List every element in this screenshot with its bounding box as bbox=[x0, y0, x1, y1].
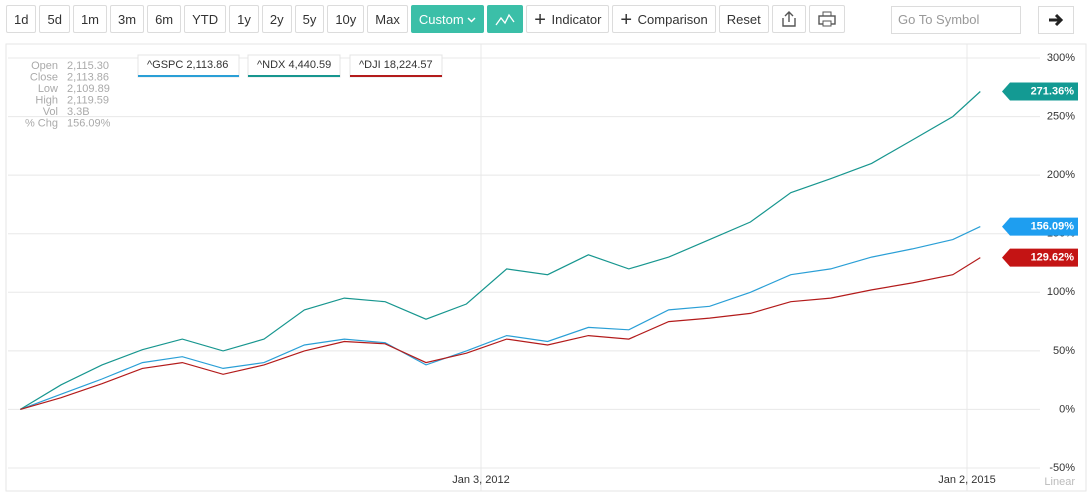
legend-name: ^NDX bbox=[257, 59, 286, 71]
y-tick-label: 250% bbox=[1047, 110, 1075, 122]
info-label: Open bbox=[31, 60, 58, 72]
y-tick-label: 100% bbox=[1047, 286, 1075, 298]
legend-value: 18,224.57 bbox=[384, 59, 433, 71]
chart: -50%0%50%100%150%200%250%300%Jan 3, 2012… bbox=[5, 43, 1087, 492]
tag-shape bbox=[1002, 217, 1078, 236]
range-button-label: YTD bbox=[192, 12, 219, 27]
toolbar: 1d 5d 1m 3m 6m YTD 1y 2y 5y 10y Max Custom + Indica… bbox=[6, 5, 845, 33]
info-label: Low bbox=[38, 83, 58, 95]
y-tick-label: 50% bbox=[1053, 345, 1075, 357]
range-button[interactable]: 1y bbox=[229, 5, 259, 33]
indicator-button[interactable]: + Indicator bbox=[526, 5, 610, 33]
legend-label: ^DJI 18,224.57 bbox=[359, 59, 433, 71]
range-button[interactable]: 1m bbox=[72, 5, 107, 33]
range-button-label: 6m bbox=[155, 12, 174, 27]
range-button[interactable]: YTD bbox=[184, 5, 227, 33]
legend-value: 2,113.86 bbox=[186, 59, 228, 71]
comparison-button[interactable]: + Comparison bbox=[612, 5, 716, 33]
info-label: Close bbox=[30, 71, 58, 83]
range-button[interactable]: 10y bbox=[327, 5, 365, 33]
indicator-button-label: Indicator bbox=[551, 12, 602, 27]
range-button[interactable]: 5d bbox=[39, 5, 70, 33]
range-button-label: 5d bbox=[47, 12, 62, 27]
range-button[interactable]: Max bbox=[367, 5, 408, 33]
series-line bbox=[19, 91, 981, 410]
info-value: 2,119.59 bbox=[67, 94, 109, 106]
y-tick-label: -50% bbox=[1049, 462, 1075, 474]
go-icon bbox=[1049, 13, 1064, 27]
info-value: 3.3B bbox=[67, 106, 90, 118]
share-button[interactable] bbox=[771, 5, 806, 33]
info-value: 2,113.86 bbox=[67, 71, 109, 83]
legend-item: ^NDX 4,440.59 bbox=[247, 54, 341, 78]
tag-label: 156.09% bbox=[1031, 220, 1075, 232]
info-value: 2,109.89 bbox=[67, 83, 110, 95]
y-tick-label: 200% bbox=[1047, 169, 1075, 181]
series-line bbox=[20, 226, 981, 410]
range-button-label: 1d bbox=[14, 12, 29, 27]
legend-label: ^NDX 4,440.59 bbox=[257, 59, 331, 71]
range-button[interactable]: 5y bbox=[294, 5, 325, 33]
tag-label: 129.62% bbox=[1031, 251, 1075, 263]
end-value-tag: 129.62% bbox=[1002, 248, 1078, 267]
go-button[interactable] bbox=[1038, 6, 1074, 34]
range-button-label: 3m bbox=[118, 12, 137, 27]
legend-label: ^GSPC 2,113.86 bbox=[147, 59, 228, 71]
chart-frame bbox=[5, 43, 1087, 492]
info-label: Vol bbox=[43, 106, 58, 118]
legend-value: 4,440.59 bbox=[288, 59, 331, 71]
info-label: % Chg bbox=[25, 117, 58, 129]
range-button[interactable]: 1d bbox=[6, 5, 37, 33]
chart-type-button[interactable] bbox=[487, 5, 524, 33]
range-button[interactable]: 2y bbox=[261, 5, 292, 33]
end-value-tag: 271.36% bbox=[1002, 82, 1078, 101]
y-tick-label: 0% bbox=[1059, 403, 1075, 415]
range-button-label: 1m bbox=[80, 12, 99, 27]
info-value: 2,115.30 bbox=[67, 60, 109, 72]
custom-button[interactable]: Custom bbox=[410, 5, 485, 33]
range-button-label: 2y bbox=[269, 12, 284, 27]
legend-item: ^GSPC 2,113.86 bbox=[137, 54, 240, 78]
print-button[interactable] bbox=[808, 5, 845, 33]
range-button[interactable]: 3m bbox=[110, 5, 145, 33]
range-button-label: 10y bbox=[335, 12, 357, 27]
x-tick-label: Jan 2, 2015 bbox=[938, 474, 996, 486]
tag-shape bbox=[1002, 82, 1078, 101]
tag-label: 271.36% bbox=[1031, 85, 1075, 97]
range-button-label: 1y bbox=[237, 12, 251, 27]
symbol-input[interactable]: Go To Symbol bbox=[891, 6, 1021, 34]
end-value-tag: 156.09% bbox=[1002, 217, 1078, 236]
scale-label: Linear bbox=[1044, 476, 1075, 488]
range-button-label: 5y bbox=[302, 12, 317, 27]
series-line bbox=[20, 257, 981, 410]
y-tick-label: 300% bbox=[1047, 52, 1075, 64]
legend-item: ^DJI 18,224.57 bbox=[349, 54, 443, 78]
legend-name: ^GSPC bbox=[147, 59, 183, 71]
legend-name: ^DJI bbox=[359, 59, 381, 71]
range-button[interactable]: 6m bbox=[147, 5, 182, 33]
comparison-button-label: Comparison bbox=[637, 12, 708, 27]
tag-shape bbox=[1002, 248, 1078, 267]
reset-button-label: Reset bbox=[726, 12, 761, 27]
range-button-label: Max bbox=[375, 12, 400, 27]
x-tick-label: Jan 3, 2012 bbox=[452, 474, 510, 486]
custom-button-label: Custom bbox=[418, 12, 464, 27]
reset-button[interactable]: Reset bbox=[718, 5, 769, 33]
info-value: 156.09% bbox=[67, 117, 111, 129]
info-label: High bbox=[35, 94, 58, 106]
